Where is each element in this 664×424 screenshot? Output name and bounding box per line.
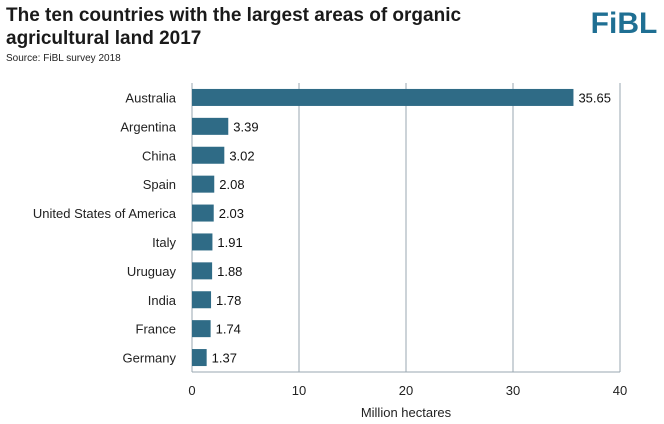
x-axis-title: Million hectares (361, 405, 452, 420)
data-label: 1.74 (216, 322, 241, 337)
data-label: 35.65 (578, 90, 611, 105)
bar (192, 117, 229, 135)
chart-source: Source: FiBL survey 2018 (6, 53, 121, 64)
category-label: China (142, 148, 177, 163)
category-label: Argentina (120, 119, 176, 134)
chart-title: The ten countries with the largest areas… (6, 5, 462, 49)
data-label: 1.91 (217, 235, 242, 250)
x-tick-label: 20 (399, 383, 413, 398)
category-label: India (148, 293, 177, 308)
data-label: 2.03 (219, 206, 244, 221)
category-label: Uruguay (127, 264, 177, 279)
x-tick-label: 10 (292, 383, 306, 398)
category-label: Spain (143, 177, 176, 192)
bar (192, 262, 213, 280)
fibl-logo: FiBL (591, 7, 658, 40)
data-label: 2.08 (219, 177, 244, 192)
category-label: France (136, 322, 176, 337)
bar (192, 204, 214, 222)
data-label: 3.39 (233, 119, 258, 134)
bar (192, 320, 211, 338)
category-label: Italy (152, 235, 176, 250)
category-label: Australia (125, 90, 176, 105)
data-label: 1.37 (212, 351, 237, 366)
data-label: 3.02 (229, 148, 254, 163)
category-label: United States of America (33, 206, 177, 221)
bar (192, 175, 215, 193)
bar (192, 146, 225, 164)
bar (192, 233, 213, 251)
data-label: 1.88 (217, 264, 242, 279)
bar (192, 291, 212, 309)
logo-text: FiBL (591, 7, 658, 40)
bar (192, 349, 207, 367)
x-tick-label: 30 (506, 383, 520, 398)
category-label: Germany (123, 351, 177, 366)
x-tick-label: 40 (613, 383, 627, 398)
data-label: 1.78 (216, 293, 241, 308)
x-tick-label: 0 (188, 383, 195, 398)
bar (192, 88, 574, 106)
